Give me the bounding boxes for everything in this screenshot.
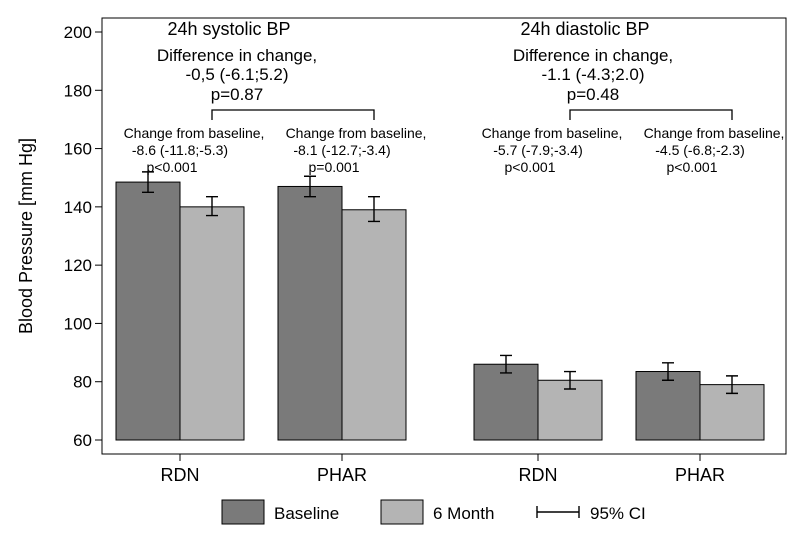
bar-baseline <box>473 363 539 441</box>
error-bar-baseline <box>304 175 316 198</box>
y-tick-label: 180 <box>64 81 92 100</box>
change-value: -5.7 (-7.9;-3.4) <box>493 142 582 158</box>
change-label: Change from baseline, <box>644 125 785 141</box>
legend-swatch-six-month <box>380 499 424 525</box>
y-tick-label: 60 <box>73 431 92 450</box>
bar-baseline <box>115 181 181 441</box>
difference-label: Difference in change, <box>157 46 317 65</box>
y-tick-label: 140 <box>64 198 92 217</box>
bar-baseline <box>635 371 701 441</box>
y-tick-label: 100 <box>64 314 92 333</box>
error-bar-six-month <box>206 195 218 217</box>
bars <box>115 181 765 441</box>
change-p: p<0.001 <box>505 159 556 175</box>
error-bar-six-month <box>564 370 576 390</box>
group-title: 24h diastolic BP <box>520 19 649 39</box>
axes: 60 80 100 120 140 160 180 200 Blood Pressure [mm… <box>16 17 787 485</box>
legend-swatch-baseline <box>221 499 265 525</box>
difference-p: p=0.87 <box>211 85 263 104</box>
bar-six-month <box>179 206 245 441</box>
plot-frame <box>101 17 787 455</box>
bar-six-month <box>341 209 407 441</box>
error-bar-six-month <box>368 195 380 223</box>
legend-label-ci: 95% CI <box>590 504 646 523</box>
x-tick-label: RDN <box>519 465 558 485</box>
y-tick-label: 200 <box>64 23 92 42</box>
x-tick-label: RDN <box>161 465 200 485</box>
difference-p: p=0.48 <box>567 85 619 104</box>
difference-value: -0,5 (-6.1;5.2) <box>186 65 289 84</box>
change-p: p<0.001 <box>667 159 718 175</box>
change-label: Change from baseline, <box>286 125 427 141</box>
change-label: Change from baseline, <box>124 125 265 141</box>
group-title: 24h systolic BP <box>167 19 290 39</box>
legend: Baseline 6 Month 95% CI <box>221 499 646 525</box>
error-bar-baseline <box>500 354 512 374</box>
x-tick-label: PHAR <box>675 465 725 485</box>
y-tick-label: 120 <box>64 256 92 275</box>
change-label: Change from baseline, <box>482 125 623 141</box>
difference-label: Difference in change, <box>513 46 673 65</box>
error-bars <box>142 171 738 395</box>
y-axis-label: Blood Pressure [mm Hg] <box>16 138 36 334</box>
legend-label-six-month: 6 Month <box>433 504 494 523</box>
error-bar-baseline <box>662 362 674 381</box>
legend-label-baseline: Baseline <box>274 504 339 523</box>
y-tick-label: 80 <box>73 373 92 392</box>
x-tick-label: PHAR <box>317 465 367 485</box>
change-value: -4.5 (-6.8;-2.3) <box>655 142 744 158</box>
comparison-bracket <box>211 109 375 120</box>
change-value: -8.1 (-12.7;-3.4) <box>293 142 390 158</box>
y-tick-label: 160 <box>64 140 92 159</box>
change-value: -8.6 (-11.8;-5.3) <box>132 142 228 158</box>
difference-value: -1.1 (-4.3;2.0) <box>542 65 645 84</box>
legend-swatch-ci <box>536 506 580 518</box>
comparison-bracket <box>569 109 733 120</box>
change-p: p<0.001 <box>147 159 198 175</box>
change-p: p=0.001 <box>309 159 360 175</box>
error-bar-six-month <box>726 375 738 395</box>
bar-baseline <box>277 185 343 441</box>
error-bar-baseline <box>142 171 154 193</box>
